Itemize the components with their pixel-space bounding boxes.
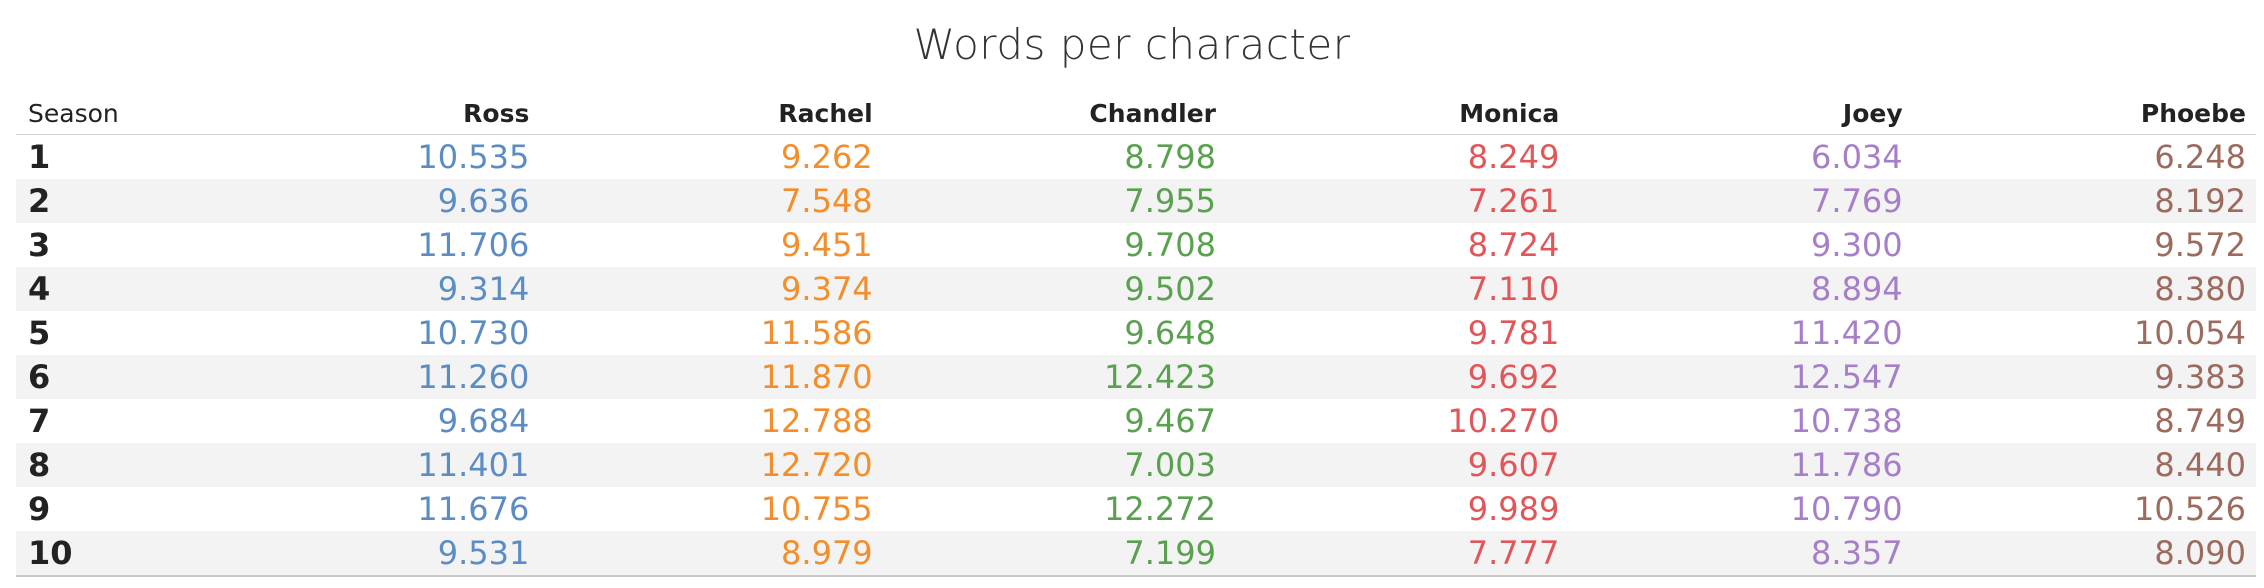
table-row: 2 9.636 7.548 7.955 7.261 7.769 8.192 xyxy=(16,179,2256,223)
season-column-header: Season xyxy=(16,92,196,135)
value-cell-chandler: 9.502 xyxy=(882,267,1226,311)
table-row: 8 11.401 12.720 7.003 9.607 11.786 8.440 xyxy=(16,443,2256,487)
value-cell-phoebe: 8.440 xyxy=(1912,443,2256,487)
season-label: 1 xyxy=(28,138,51,176)
value-cell-joey: 10.738 xyxy=(1790,402,1903,440)
value-cell-rachel: 9.451 xyxy=(781,226,873,264)
value-cell-joey: 8.894 xyxy=(1569,267,1913,311)
value-cell-joey: 11.420 xyxy=(1790,314,1903,352)
value-cell-monica: 9.781 xyxy=(1467,314,1560,352)
chart-title: Words per character xyxy=(913,20,1351,69)
value-cell-chandler: 9.467 xyxy=(1124,402,1216,440)
value-cell-monica: 7.110 xyxy=(1225,267,1570,311)
column-header-phoebe: Phoebe xyxy=(1912,92,2256,135)
table-row: 10 9.531 8.979 7.199 7.777 8.357 8.090 xyxy=(16,531,2256,577)
value-cell-ross: 10.730 xyxy=(417,314,530,352)
value-cell-phoebe: 10.526 xyxy=(2134,490,2246,528)
column-header-joey: Joey xyxy=(1569,92,1913,135)
value-cell-chandler: 7.955 xyxy=(882,179,1226,223)
table-row: 5 10.730 11.586 9.648 9.781 11.420 10.054 xyxy=(16,311,2256,355)
value-cell-phoebe: 9.572 xyxy=(2154,226,2246,264)
value-cell-ross: 11.676 xyxy=(417,490,530,528)
value-cell-rachel: 10.755 xyxy=(760,490,873,528)
value-cell-joey: 10.790 xyxy=(1790,490,1903,528)
value-cell-monica: 7.777 xyxy=(1225,531,1570,577)
value-cell-monica: 9.692 xyxy=(1225,355,1570,399)
value-cell-chandler: 7.003 xyxy=(882,443,1226,487)
table-body: 1 10.535 9.262 8.798 8.249 6.034 6.248 2 9.636 7.… xyxy=(16,135,2256,577)
season-label: 10 xyxy=(16,531,196,577)
column-header-monica: Monica xyxy=(1225,92,1570,135)
value-cell-chandler: 7.199 xyxy=(882,531,1226,577)
value-cell-ross: 11.706 xyxy=(417,226,530,264)
value-cell-joey: 6.034 xyxy=(1811,138,1903,176)
value-cell-monica: 8.249 xyxy=(1467,138,1560,176)
value-cell-joey: 12.547 xyxy=(1569,355,1913,399)
words-per-character-table: Season Ross Rachel Chandler Monica Joey … xyxy=(16,92,2256,577)
value-cell-phoebe: 6.248 xyxy=(2154,138,2246,176)
value-cell-monica: 10.270 xyxy=(1447,402,1560,440)
value-cell-ross: 10.535 xyxy=(417,138,530,176)
value-cell-rachel: 8.979 xyxy=(539,531,883,577)
value-cell-monica: 9.989 xyxy=(1467,490,1560,528)
value-cell-monica: 9.607 xyxy=(1225,443,1570,487)
value-cell-joey: 11.786 xyxy=(1569,443,1913,487)
value-cell-ross: 9.636 xyxy=(196,179,540,223)
season-label: 7 xyxy=(28,402,51,440)
value-cell-chandler: 9.648 xyxy=(1124,314,1216,352)
value-cell-chandler: 9.708 xyxy=(1124,226,1216,264)
value-cell-ross: 9.314 xyxy=(196,267,540,311)
column-header-rachel: Rachel xyxy=(539,92,883,135)
value-cell-joey: 9.300 xyxy=(1811,226,1903,264)
value-cell-chandler: 12.272 xyxy=(1104,490,1216,528)
table-row: 6 11.260 11.870 12.423 9.692 12.547 9.383 xyxy=(16,355,2256,399)
table-row: 3 11.706 9.451 9.708 8.724 9.300 9.572 xyxy=(16,223,2256,267)
value-cell-rachel: 9.262 xyxy=(781,138,873,176)
season-label: 4 xyxy=(16,267,196,311)
value-cell-monica: 7.261 xyxy=(1225,179,1570,223)
table-row: 4 9.314 9.374 9.502 7.110 8.894 8.380 xyxy=(16,267,2256,311)
value-cell-phoebe: 9.383 xyxy=(1912,355,2256,399)
value-cell-phoebe: 8.090 xyxy=(1912,531,2256,577)
value-cell-phoebe: 8.749 xyxy=(2154,402,2246,440)
column-header-ross: Ross xyxy=(196,92,540,135)
value-cell-joey: 7.769 xyxy=(1569,179,1913,223)
value-cell-rachel: 11.586 xyxy=(760,314,873,352)
value-cell-monica: 8.724 xyxy=(1467,226,1560,264)
value-cell-phoebe: 8.380 xyxy=(1912,267,2256,311)
value-cell-phoebe: 10.054 xyxy=(2134,314,2246,352)
season-label: 8 xyxy=(16,443,196,487)
value-cell-ross: 9.684 xyxy=(437,402,530,440)
value-cell-rachel: 12.788 xyxy=(760,402,873,440)
value-cell-ross: 9.531 xyxy=(196,531,540,577)
value-cell-rachel: 7.548 xyxy=(539,179,883,223)
column-header-chandler: Chandler xyxy=(882,92,1226,135)
value-cell-chandler: 8.798 xyxy=(1124,138,1216,176)
table-row: 9 11.676 10.755 12.272 9.989 10.790 10.526 xyxy=(16,487,2256,531)
value-cell-rachel: 11.870 xyxy=(539,355,883,399)
value-cell-rachel: 9.374 xyxy=(539,267,883,311)
value-cell-chandler: 12.423 xyxy=(882,355,1226,399)
value-cell-phoebe: 8.192 xyxy=(1912,179,2256,223)
value-cell-ross: 11.260 xyxy=(196,355,540,399)
season-label: 9 xyxy=(28,490,51,528)
table-row: 7 9.684 12.788 9.467 10.270 10.738 8.749 xyxy=(16,399,2256,443)
value-cell-ross: 11.401 xyxy=(196,443,540,487)
season-label: 6 xyxy=(16,355,196,399)
header-row: Season Ross Rachel Chandler Monica Joey … xyxy=(16,92,2256,135)
season-label: 3 xyxy=(28,226,51,264)
season-label: 2 xyxy=(16,179,196,223)
value-cell-joey: 8.357 xyxy=(1569,531,1913,577)
table-row: 1 10.535 9.262 8.798 8.249 6.034 6.248 xyxy=(16,135,2256,180)
value-cell-rachel: 12.720 xyxy=(539,443,883,487)
season-label: 5 xyxy=(28,314,51,352)
